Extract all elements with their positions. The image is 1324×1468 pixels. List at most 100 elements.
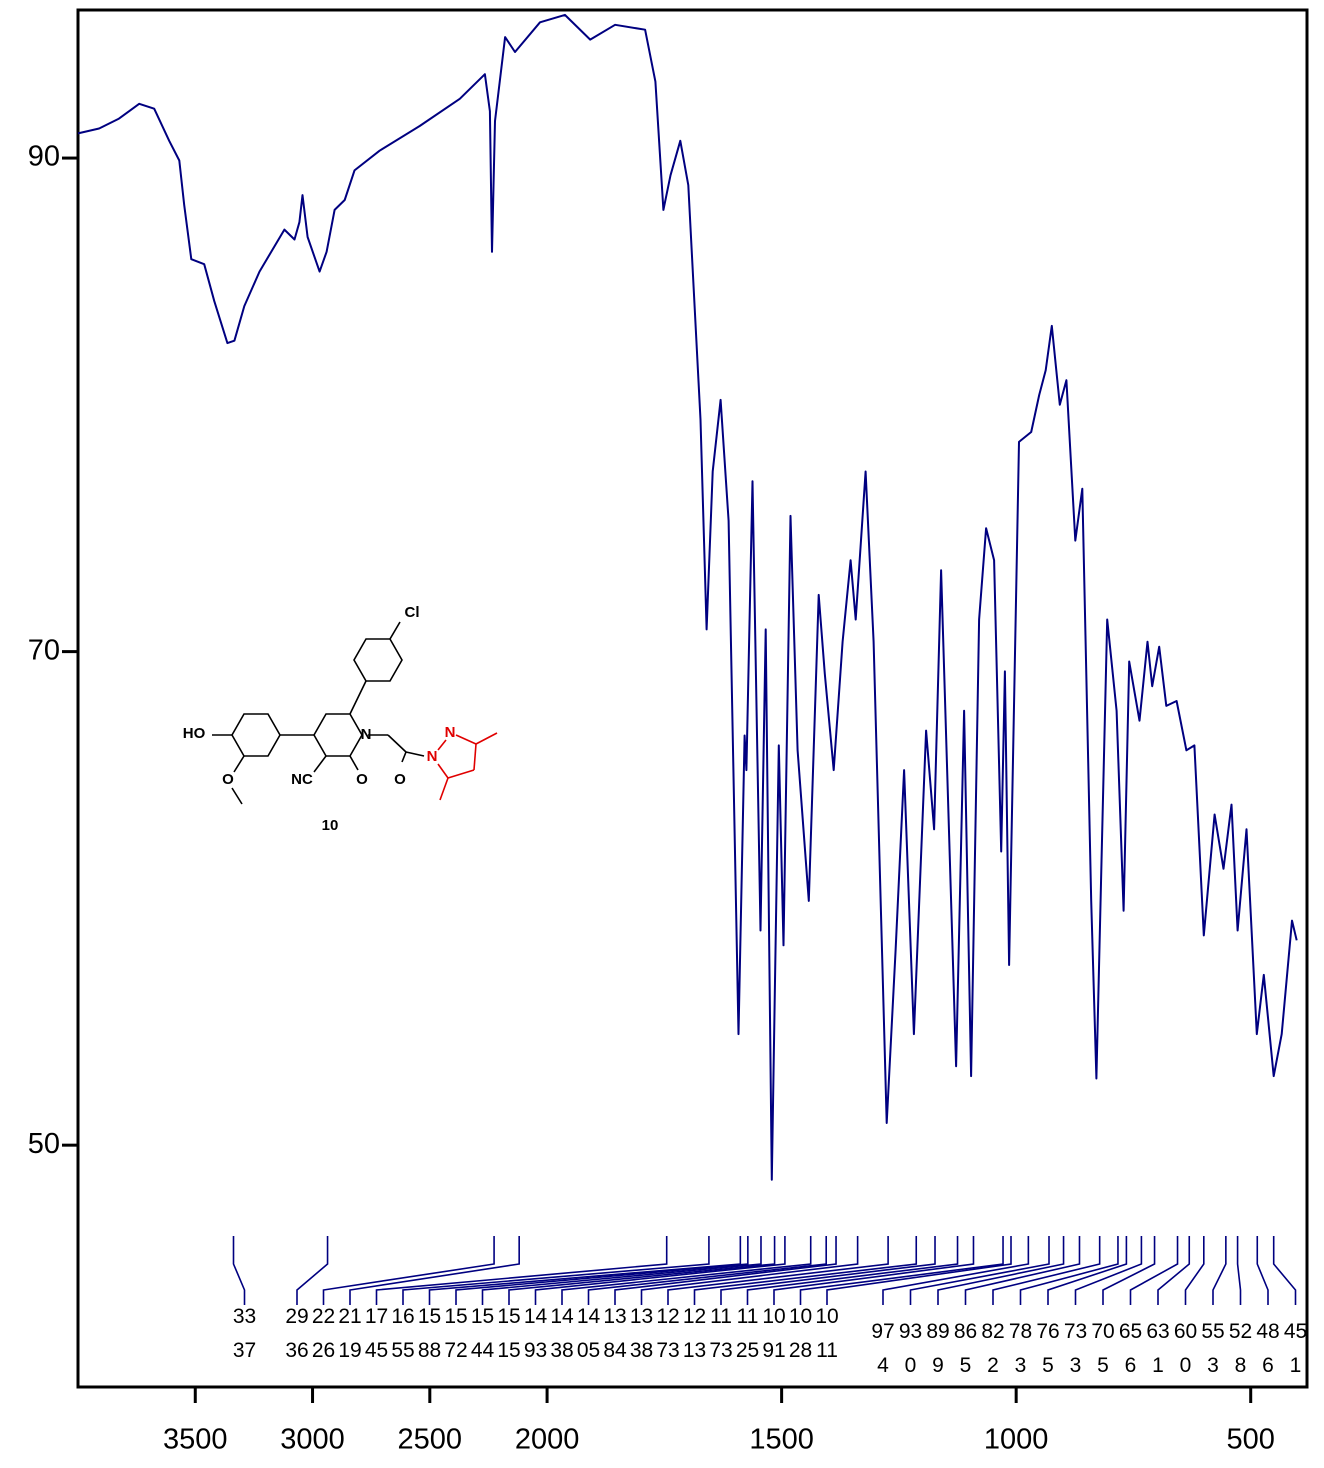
peak-label: 16 55	[391, 1305, 414, 1362]
peak-marker	[640, 1236, 859, 1305]
peak-label: 73 3	[1064, 1320, 1087, 1377]
x-tick-label: 3500	[163, 1424, 228, 1456]
bond	[389, 621, 401, 640]
atom-label: O	[222, 771, 234, 788]
peak-label: 76 5	[1036, 1320, 1059, 1377]
peak-label: 15 88	[418, 1305, 441, 1362]
atom-label: O	[394, 771, 406, 788]
y-tick-label: 70	[28, 634, 60, 666]
bond	[349, 680, 367, 715]
peak-label: 11 25	[736, 1305, 759, 1362]
peak-label: 17 45	[365, 1305, 388, 1362]
peak-marker	[667, 1236, 889, 1305]
peak-label: 14 93	[524, 1305, 548, 1362]
bond	[401, 751, 407, 763]
peak-label: 60 0	[1174, 1320, 1197, 1377]
peak-marker	[992, 1236, 1101, 1305]
peak-marker	[826, 1236, 1012, 1305]
peak-label: 86 5	[954, 1320, 977, 1377]
peak-marker	[1184, 1236, 1205, 1305]
peak-marker	[773, 1236, 975, 1305]
peak-marker	[1074, 1236, 1143, 1305]
bond	[349, 755, 359, 771]
peak-marker	[587, 1236, 827, 1305]
atom-label: N	[361, 726, 372, 743]
peak-label: 97 4	[871, 1320, 894, 1377]
bond	[447, 769, 475, 779]
peak-label: 78 3	[1009, 1320, 1032, 1377]
peak-label: 14 05	[577, 1305, 601, 1362]
x-tick-label: 1500	[749, 1424, 814, 1456]
bond	[231, 787, 243, 805]
peak-label: 70 5	[1091, 1320, 1114, 1377]
peak-marker	[232, 1236, 246, 1305]
peak-label: 82 2	[981, 1320, 1004, 1377]
y-tick-label: 50	[28, 1128, 60, 1160]
peak-marker	[882, 1236, 1030, 1305]
atom-label: N	[445, 724, 456, 741]
peak-marker	[455, 1236, 749, 1305]
peak-label: 14 38	[550, 1305, 574, 1362]
peak-label: 11 73	[709, 1305, 732, 1362]
peak-marker	[1019, 1236, 1119, 1305]
y-tick-label: 90	[28, 141, 60, 173]
peak-marker	[799, 1236, 1004, 1305]
peak-marker	[909, 1236, 1050, 1305]
peak-marker	[1256, 1236, 1269, 1305]
peak-marker	[296, 1236, 329, 1305]
peak-label: 12 13	[683, 1305, 706, 1362]
peak-label: 89 9	[926, 1320, 949, 1377]
peak-label: 52 8	[1229, 1320, 1252, 1377]
peak-label: 10 91	[762, 1305, 785, 1362]
peak-marker	[1047, 1236, 1128, 1305]
bond	[439, 777, 449, 801]
peak-label: 55 3	[1201, 1320, 1224, 1377]
pyrazole	[437, 732, 498, 801]
peak-marker	[534, 1236, 786, 1305]
atom-label: Cl	[405, 604, 420, 621]
structure	[212, 621, 498, 805]
x-tick-label: 500	[1227, 1424, 1275, 1456]
bond	[475, 732, 498, 745]
peak-label: 22 26	[312, 1305, 335, 1362]
peak-marker	[1236, 1236, 1242, 1305]
peak-label: 33 37	[233, 1305, 256, 1362]
peak-label: 13 84	[603, 1305, 627, 1362]
peak-marker	[1212, 1236, 1227, 1305]
peak-label: 63 1	[1146, 1320, 1169, 1377]
peak-marker	[1102, 1236, 1156, 1305]
pyridone-ring	[313, 713, 363, 757]
peak-label: 15 72	[444, 1305, 467, 1362]
peak-label: 93 0	[899, 1320, 922, 1377]
peak-label: 12 73	[656, 1305, 679, 1362]
peak-marker	[508, 1236, 776, 1305]
peak-marker	[1272, 1236, 1297, 1305]
peak-label: 15 15	[497, 1305, 520, 1362]
peak-label: 21 19	[338, 1305, 361, 1362]
peak-marker	[1129, 1236, 1179, 1305]
peak-label: 13 38	[630, 1305, 653, 1362]
x-tick-label: 2500	[398, 1424, 463, 1456]
atom-label: O	[356, 771, 368, 788]
peak-marker	[349, 1236, 520, 1305]
peak-marker	[1157, 1236, 1191, 1305]
peak-marker	[693, 1236, 918, 1305]
peak-label: 10 11	[815, 1305, 838, 1362]
peak-label: 65 6	[1119, 1320, 1142, 1377]
chlorophenyl-ring	[353, 638, 403, 682]
x-tick-label: 1000	[984, 1424, 1049, 1456]
bond	[473, 743, 477, 771]
bond	[233, 755, 245, 773]
peak-marker	[322, 1236, 495, 1305]
atom-label: NC	[291, 771, 313, 788]
peak-marker	[375, 1236, 668, 1305]
bond	[455, 734, 477, 745]
peak-marker	[428, 1236, 742, 1305]
peak-label: 15 44	[471, 1305, 495, 1362]
peak-marker	[402, 1236, 710, 1305]
peak-label: 29 36	[285, 1305, 308, 1362]
bond	[405, 751, 425, 757]
peak-label: 10 28	[789, 1305, 812, 1362]
peak-marker	[964, 1236, 1081, 1305]
